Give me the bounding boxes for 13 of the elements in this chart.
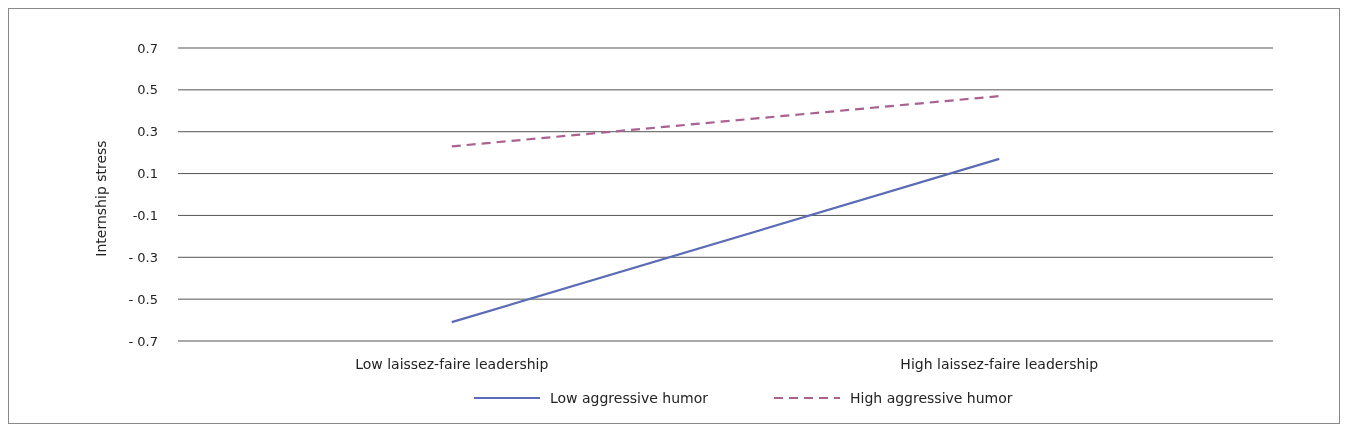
y-tick-label: 0.1 bbox=[137, 166, 158, 182]
legend-label: Low aggressive humor bbox=[550, 389, 709, 406]
y-tick-label: - 0.3 bbox=[128, 249, 158, 265]
x-tick-label: High laissez-faire leadership bbox=[900, 356, 1099, 372]
y-tick-label: - 0.5 bbox=[128, 291, 158, 307]
y-axis-title: Internship stress bbox=[93, 140, 109, 257]
y-tick-label: 0.5 bbox=[137, 82, 158, 98]
y-tick-label: 0.7 bbox=[137, 40, 158, 56]
x-tick-label: Low laissez-faire leadership bbox=[355, 356, 549, 372]
y-tick-label: - 0.7 bbox=[128, 333, 158, 349]
y-tick-label: 0.3 bbox=[137, 124, 158, 140]
y-tick-label: -0.1 bbox=[132, 207, 158, 223]
legend-label: High aggressive humor bbox=[850, 389, 1013, 406]
